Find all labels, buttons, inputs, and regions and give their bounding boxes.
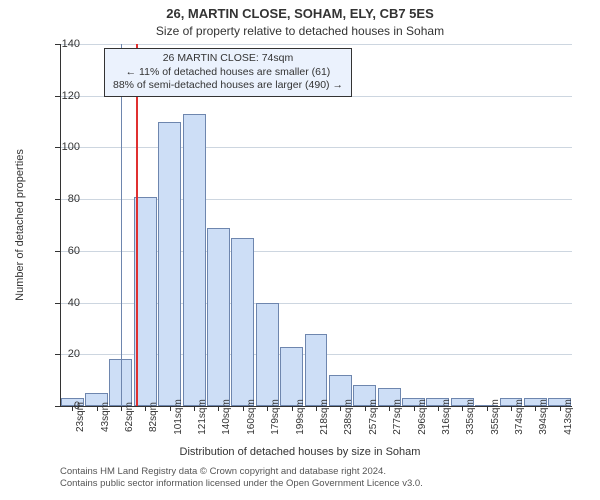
- x-axis: [60, 406, 572, 407]
- bar: [207, 228, 230, 406]
- info-line-2: ← 11% of detached houses are smaller (61…: [113, 66, 343, 80]
- property-marker-line: [136, 44, 138, 406]
- footer-line-2: Contains public sector information licen…: [60, 478, 423, 490]
- info-line-3: 88% of semi-detached houses are larger (…: [113, 79, 343, 93]
- y-tick-label: 0: [50, 400, 80, 412]
- info-box: 26 MARTIN CLOSE: 74sqm ← 11% of detached…: [104, 48, 352, 97]
- y-tick-label: 60: [50, 245, 80, 257]
- title-sub: Size of property relative to detached ho…: [0, 24, 600, 38]
- x-axis-label: Distribution of detached houses by size …: [0, 446, 600, 458]
- footer: Contains HM Land Registry data © Crown c…: [60, 466, 423, 490]
- footer-line-1: Contains HM Land Registry data © Crown c…: [60, 466, 423, 478]
- chart-container: 26, MARTIN CLOSE, SOHAM, ELY, CB7 5ES Si…: [0, 0, 600, 500]
- bar: [280, 347, 303, 406]
- smaller-marker-line: [121, 44, 122, 406]
- y-tick-label: 80: [50, 193, 80, 205]
- bar: [256, 303, 279, 406]
- title-main: 26, MARTIN CLOSE, SOHAM, ELY, CB7 5ES: [0, 6, 600, 21]
- bar: [183, 114, 206, 406]
- y-tick-label: 120: [50, 90, 80, 102]
- x-tick-label: 413sqm: [563, 399, 574, 435]
- bar: [231, 238, 254, 406]
- y-tick-label: 140: [50, 38, 80, 50]
- y-axis-label: Number of detached properties: [14, 149, 26, 301]
- plot-area: 23sqm43sqm62sqm82sqm101sqm121sqm140sqm16…: [60, 44, 572, 406]
- y-tick-label: 20: [50, 348, 80, 360]
- bar: [158, 122, 181, 406]
- y-tick-label: 100: [50, 141, 80, 153]
- bar: [305, 334, 328, 406]
- info-line-1: 26 MARTIN CLOSE: 74sqm: [113, 52, 343, 66]
- y-tick-label: 40: [50, 297, 80, 309]
